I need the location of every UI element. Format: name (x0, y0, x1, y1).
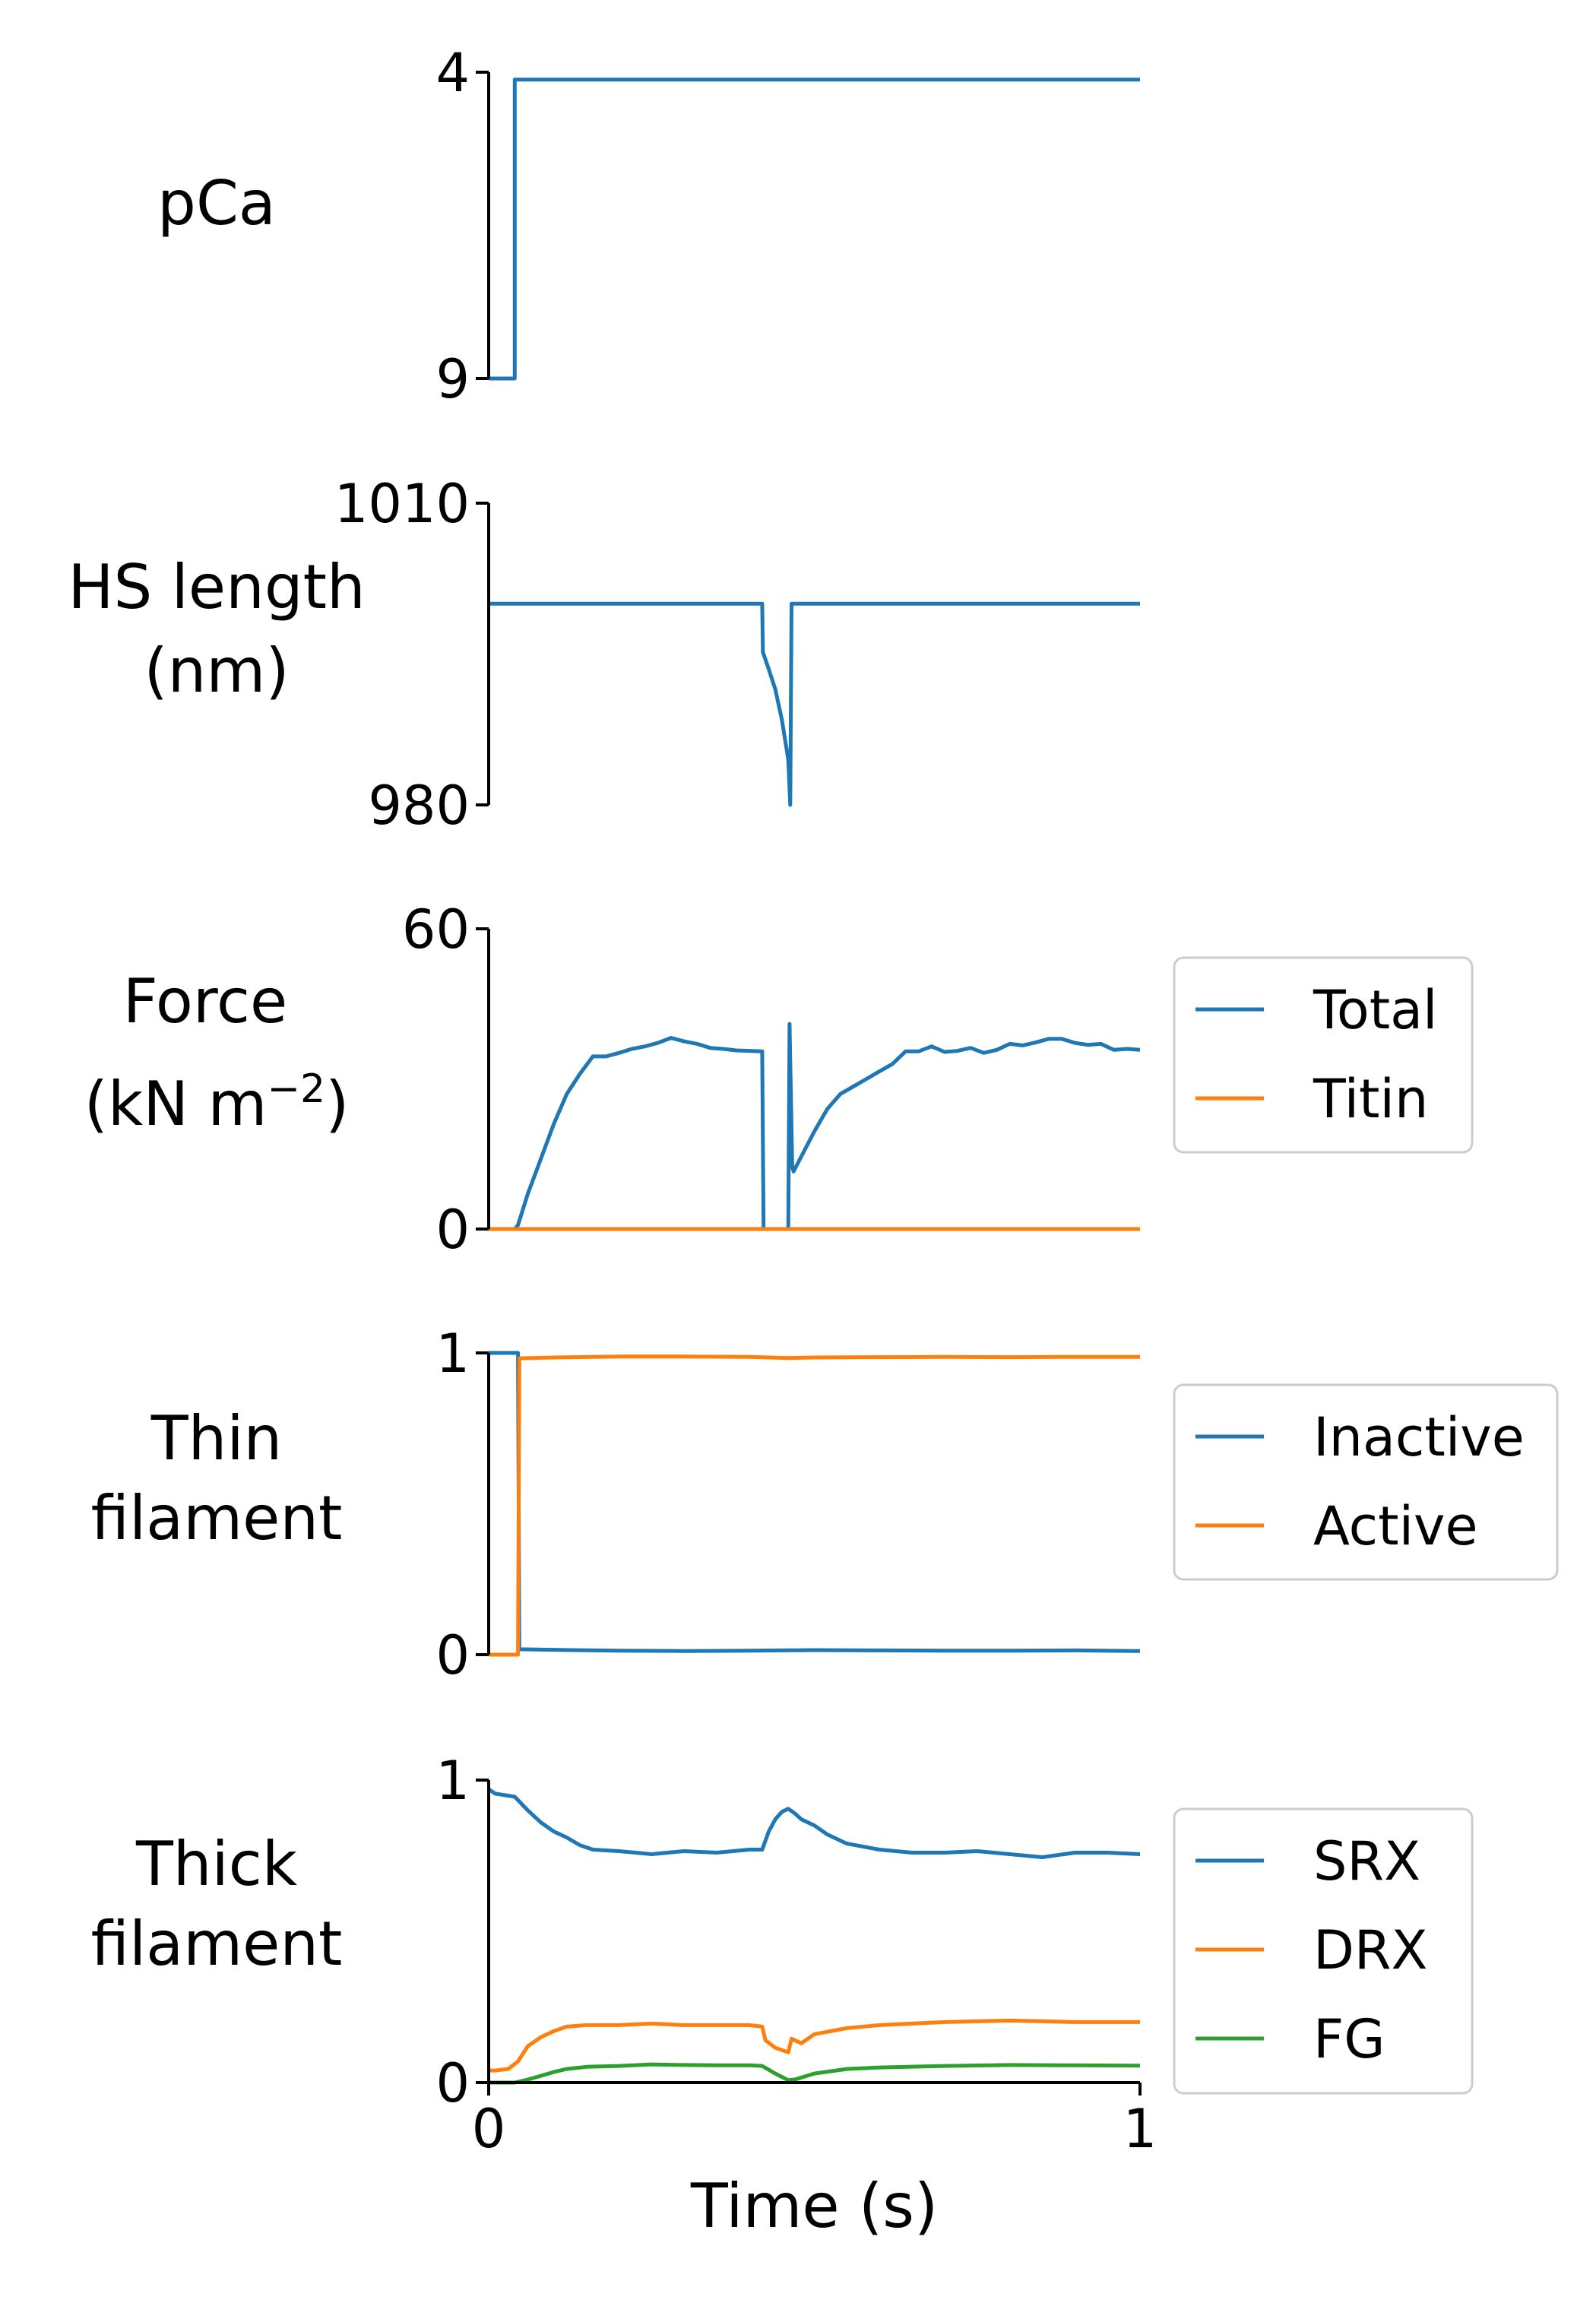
panel-1: 4 9 pCa (157, 42, 1140, 410)
panel-4: 1 0 Thin filament Inactive Active (91, 1323, 1559, 1687)
legend: Total Titin (1173, 956, 1474, 1154)
y-tick-label: 0 (435, 1199, 470, 1261)
y-axis-label-line-2: (nm) (144, 635, 289, 706)
legend-frame (1173, 1807, 1474, 2095)
series-line-value (489, 601, 1140, 807)
legend-label-inactive: Inactive (1313, 1406, 1525, 1468)
legend-label-active: Active (1313, 1495, 1478, 1557)
legend-label-total: Total (1313, 979, 1437, 1041)
y-axis-label: pCa (157, 168, 276, 239)
y-tick-label: 1 (435, 1323, 470, 1385)
y-tick-label: 4 (435, 42, 470, 104)
y-tick-label: 0 (435, 2052, 470, 2115)
y-tick-label: 1 (435, 1750, 470, 1812)
legend-label-srx: SRX (1313, 1830, 1420, 1893)
panel-3: 60 0 Force (kN m−2) Total Titin (84, 898, 1474, 1261)
y-tick-label: 1010 (334, 473, 470, 535)
panel-2: 1010 980 HS length (nm) (68, 473, 1140, 837)
y-axis-label-line-2: filament (91, 1909, 343, 1979)
series-line-value (489, 78, 1140, 381)
y-tick-label: 0 (435, 1624, 470, 1687)
y-axis-label-unit: (kN m−2) (84, 1066, 350, 1139)
panel-5: 1 0 Thick filament SRX DRX FG 0 1 Time (s) (91, 1750, 1474, 2241)
x-tick-label: 1 (1123, 2098, 1157, 2160)
y-axis-label-line-2: filament (91, 1483, 343, 1554)
legend-label-drx: DRX (1313, 1919, 1428, 1981)
y-tick-label: 9 (435, 348, 470, 410)
series-line-fg (489, 2062, 1141, 2085)
y-axis-label: HS length (68, 552, 365, 622)
y-axis-label: Thin (150, 1403, 283, 1474)
series-line-total (489, 1022, 1141, 1231)
y-axis-label: Thick (135, 1829, 298, 1899)
y-axis-label: Force (123, 966, 287, 1037)
x-tick-label: 0 (472, 2098, 506, 2160)
legend-label-fg: FG (1313, 2008, 1385, 2070)
series-line-drx (489, 2018, 1140, 2073)
series-line-active (489, 1354, 1140, 1657)
legend-frame (1173, 956, 1474, 1154)
legend-frame (1173, 1383, 1559, 1581)
y-tick-label: 980 (368, 775, 470, 837)
x-axis-label: Time (s) (690, 2171, 938, 2241)
legend: SRX DRX FG (1173, 1807, 1474, 2095)
legend: Inactive Active (1173, 1383, 1559, 1581)
series-line-inactive (489, 1351, 1141, 1653)
series-line-srx (487, 1787, 1141, 1859)
y-tick-label: 60 (402, 898, 470, 961)
legend-label-titin: Titin (1313, 1068, 1428, 1130)
